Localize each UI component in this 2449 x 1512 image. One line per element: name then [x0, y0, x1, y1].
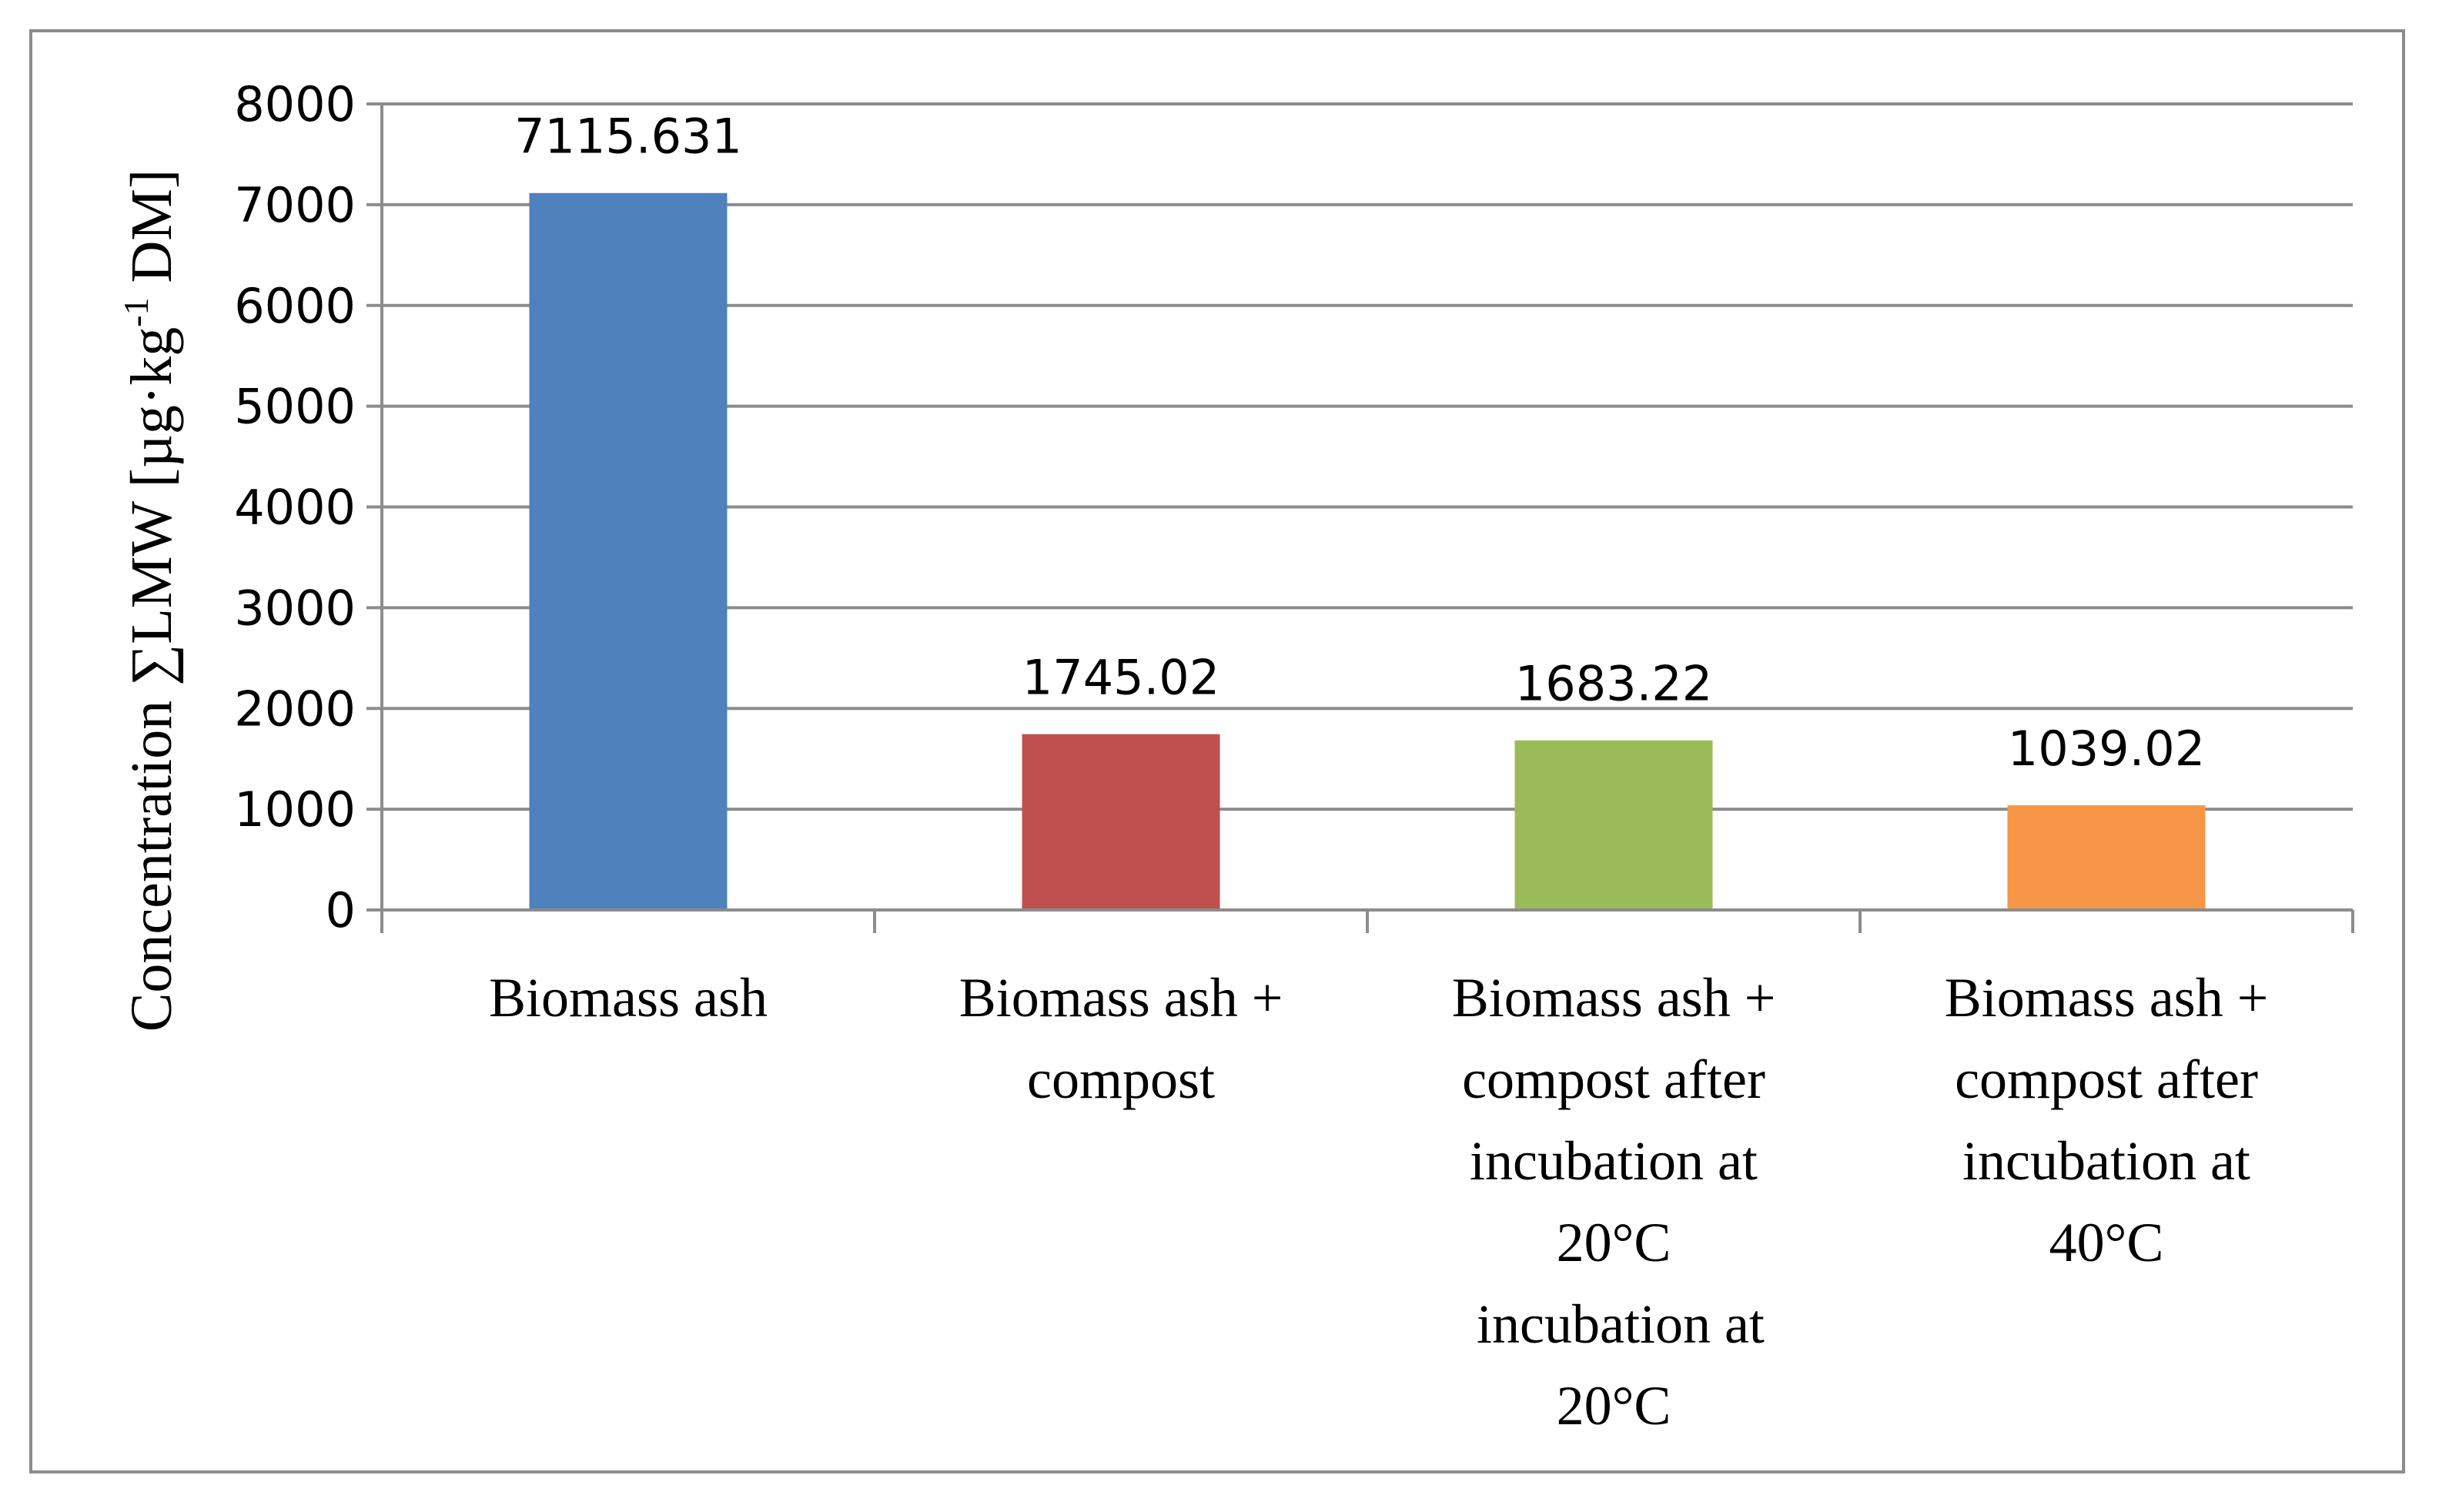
bar	[2007, 805, 2206, 910]
y-tick-label: 6000	[234, 278, 356, 334]
data-label: 7115.631	[514, 109, 742, 165]
x-category-label: Biomass ash	[489, 967, 768, 1029]
y-axis-title-superscript: -1	[116, 297, 156, 326]
y-tick-label: 5000	[234, 379, 356, 435]
data-label: 1745.02	[1022, 650, 1219, 706]
y-tick-label: 1000	[234, 781, 356, 838]
bar	[1514, 740, 1713, 910]
labels: 0 1000 2000 3000 4000 5000 6000 7000 8000 7115.63…	[234, 76, 2268, 1437]
x-category-label: Biomass ash + compost after incubation at 2…	[1452, 967, 1776, 1437]
y-tick-label: 8000	[234, 76, 356, 132]
data-label: 1683.22	[1515, 656, 1712, 712]
y-tick-label: 2000	[234, 681, 356, 737]
x-category-label-line: 40°C	[2049, 1212, 2164, 1273]
bars	[529, 192, 2206, 910]
x-category-label-line: incubation at	[1962, 1130, 2250, 1192]
x-category-label-line: 20°C	[1557, 1375, 1671, 1437]
x-category-label-line: Biomass ash +	[1945, 967, 2269, 1029]
y-axis-title-prefix: Concentration ∑LMW [µg·kg	[119, 327, 184, 1032]
data-label: 1039.02	[2008, 721, 2205, 777]
x-category-label-line: incubation at	[1463, 1293, 1765, 1355]
y-tick-label: 4000	[234, 480, 356, 536]
y-tick-label: 7000	[234, 177, 356, 233]
axes	[366, 102, 2354, 933]
x-category-label-line: Biomass ash	[489, 967, 768, 1029]
x-category-label-line: compost	[1027, 1049, 1215, 1110]
x-category-label-line: compost after	[1462, 1049, 1765, 1110]
y-axis-title-suffix: DM]	[119, 169, 184, 298]
x-category-label-line: 20°C	[1557, 1212, 1671, 1273]
y-tick-label: 3000	[234, 580, 356, 636]
y-tick-label: 0	[326, 882, 356, 938]
bar	[1022, 734, 1220, 910]
x-category-label-line: Biomass ash +	[1452, 967, 1776, 1029]
x-category-label: Biomass ash + compost after incubation at 4…	[1945, 967, 2269, 1273]
bar	[529, 192, 728, 910]
y-axis-title: Concentration ∑LMW [µg·kg-1 DM]	[116, 169, 184, 1032]
x-category-label-line: incubation at	[1470, 1130, 1758, 1192]
x-category-label-line: Biomass ash +	[959, 967, 1283, 1029]
x-category-label: Biomass ash + compost	[959, 967, 1283, 1110]
x-category-label-line: compost after	[1955, 1049, 2258, 1110]
